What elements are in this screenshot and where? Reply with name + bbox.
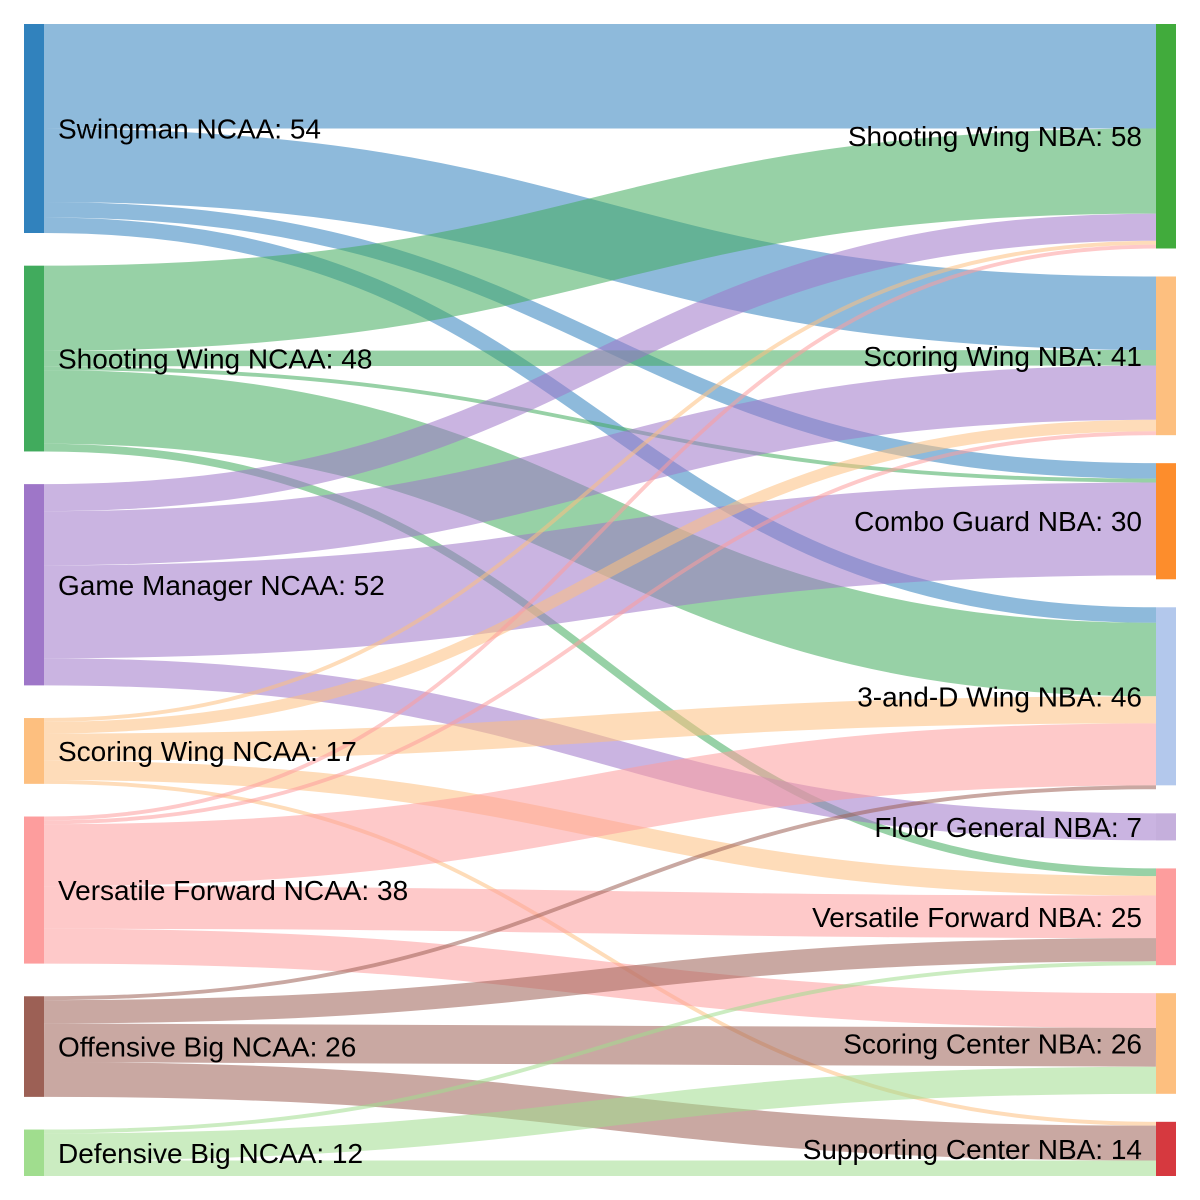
node-t_supc xyxy=(1156,1121,1176,1176)
node-label-scoring: Scoring Wing NCAA: 17 xyxy=(58,736,357,767)
link-scoring-to-t_supc xyxy=(43,779,1157,1126)
link-shooting-to-t_combo xyxy=(43,366,1157,483)
node-label-t_score: Scoring Wing NBA: 41 xyxy=(863,341,1142,372)
node-t_vers xyxy=(1156,868,1176,966)
link-versatile-to-t_score xyxy=(43,431,1157,825)
node-swingman xyxy=(24,24,44,234)
node-label-t_combo: Combo Guard NBA: 30 xyxy=(854,506,1142,537)
node-t_shoot xyxy=(1156,24,1176,249)
node-t_scen xyxy=(1156,993,1176,1094)
node-label-shooting: Shooting Wing NCAA: 48 xyxy=(58,344,372,375)
node-label-t_3d: 3-and-D Wing NBA: 46 xyxy=(857,681,1142,712)
node-label-t_vers: Versatile Forward NBA: 25 xyxy=(812,902,1142,933)
sankey-nodes xyxy=(24,24,1176,1176)
link-offbig-to-t_scen xyxy=(43,1023,1157,1067)
node-label-gamemgr: Game Manager NCAA: 52 xyxy=(58,570,385,601)
node-label-swingman: Swingman NCAA: 54 xyxy=(58,114,321,145)
sankey-labels: Swingman NCAA: 54 Shooting Wing NCAA: 48 G… xyxy=(58,114,1142,1169)
link-gamemgr-to-t_shoot xyxy=(43,213,1157,512)
link-versatile-to-t_3d xyxy=(43,723,1157,887)
link-defbig-to-t_vers xyxy=(43,961,1157,1134)
link-defbig-to-t_scen xyxy=(43,1066,1157,1161)
node-t_3d xyxy=(1156,607,1176,786)
link-versatile-to-t_shoot xyxy=(43,244,1157,821)
node-t_combo xyxy=(1156,463,1176,580)
node-versatile xyxy=(24,816,44,964)
node-offbig xyxy=(24,996,44,1097)
node-shooting xyxy=(24,265,44,452)
sankey-links xyxy=(43,23,1157,1177)
link-scoring-to-t_shoot xyxy=(43,240,1157,722)
link-gamemgr-to-t_floor xyxy=(43,658,1157,841)
node-scoring xyxy=(24,718,44,784)
node-defbig xyxy=(24,1129,44,1176)
link-scoring-to-t_score xyxy=(43,419,1157,734)
link-swingman-to-t_3d xyxy=(43,217,1157,623)
node-label-t_scen: Scoring Center NBA: 26 xyxy=(843,1028,1142,1059)
link-offbig-to-t_vers xyxy=(43,938,1157,1024)
link-versatile-to-t_vers xyxy=(43,886,1157,939)
link-gamemgr-to-t_score xyxy=(43,365,1157,566)
node-label-versatile: Versatile Forward NCAA: 38 xyxy=(58,875,408,906)
node-t_score xyxy=(1156,276,1176,436)
node-gamemgr xyxy=(24,484,44,686)
node-label-t_shoot: Shooting Wing NBA: 58 xyxy=(848,121,1142,152)
node-label-t_supc: Supporting Center NBA: 14 xyxy=(803,1134,1142,1165)
link-scoring-to-t_3d xyxy=(43,696,1157,761)
node-label-offbig: Offensive Big NCAA: 26 xyxy=(58,1032,356,1063)
node-label-defbig: Defensive Big NCAA: 12 xyxy=(58,1138,363,1169)
node-t_floor xyxy=(1156,813,1176,841)
link-offbig-to-t_3d xyxy=(43,785,1157,1001)
node-label-t_floor: Floor General NBA: 7 xyxy=(874,812,1142,843)
link-shooting-to-t_shoot xyxy=(43,128,1157,351)
